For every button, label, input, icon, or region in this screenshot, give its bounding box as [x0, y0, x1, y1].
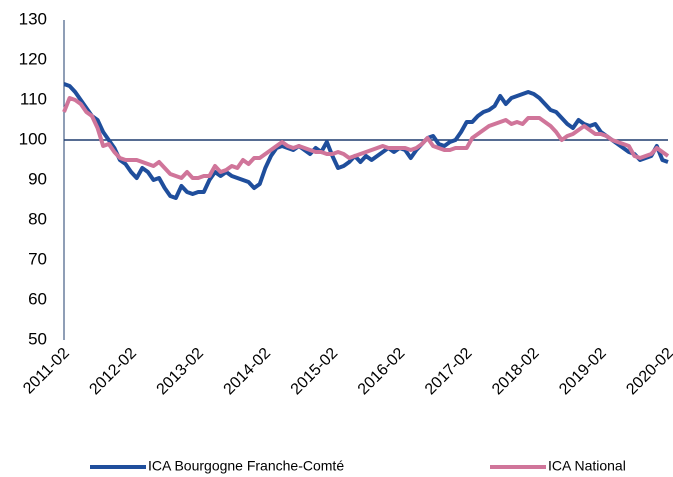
x-tick-label: 2019-02 — [556, 345, 610, 399]
x-tick-label: 2018-02 — [489, 345, 543, 399]
x-tick-label: 2017-02 — [422, 345, 476, 399]
x-tick-label: 2011-02 — [20, 345, 73, 398]
y-tick-label: 120 — [19, 49, 47, 68]
y-tick-label: 60 — [28, 289, 47, 308]
x-tick-label: 2014-02 — [221, 345, 275, 399]
x-tick-label: 2015-02 — [288, 345, 342, 399]
x-tick-label: 2013-02 — [154, 345, 208, 399]
y-tick-label: 70 — [28, 249, 47, 268]
y-tick-label: 100 — [19, 129, 47, 148]
y-tick-label: 110 — [20, 89, 47, 108]
y-tick-label: 80 — [28, 209, 47, 228]
legend-label: ICA Bourgogne Franche-Comté — [148, 458, 344, 474]
y-tick-label: 90 — [28, 169, 47, 188]
series-line — [62, 96, 670, 180]
x-tick-label: 2020-02 — [623, 345, 673, 399]
y-tick-label: 130 — [19, 9, 47, 28]
legend-label: ICA National — [548, 458, 626, 474]
series-line — [63, 82, 669, 200]
x-tick-label: 2012-02 — [86, 345, 140, 399]
y-tick-label: 50 — [28, 329, 47, 348]
x-tick-label: 2016-02 — [355, 345, 409, 399]
